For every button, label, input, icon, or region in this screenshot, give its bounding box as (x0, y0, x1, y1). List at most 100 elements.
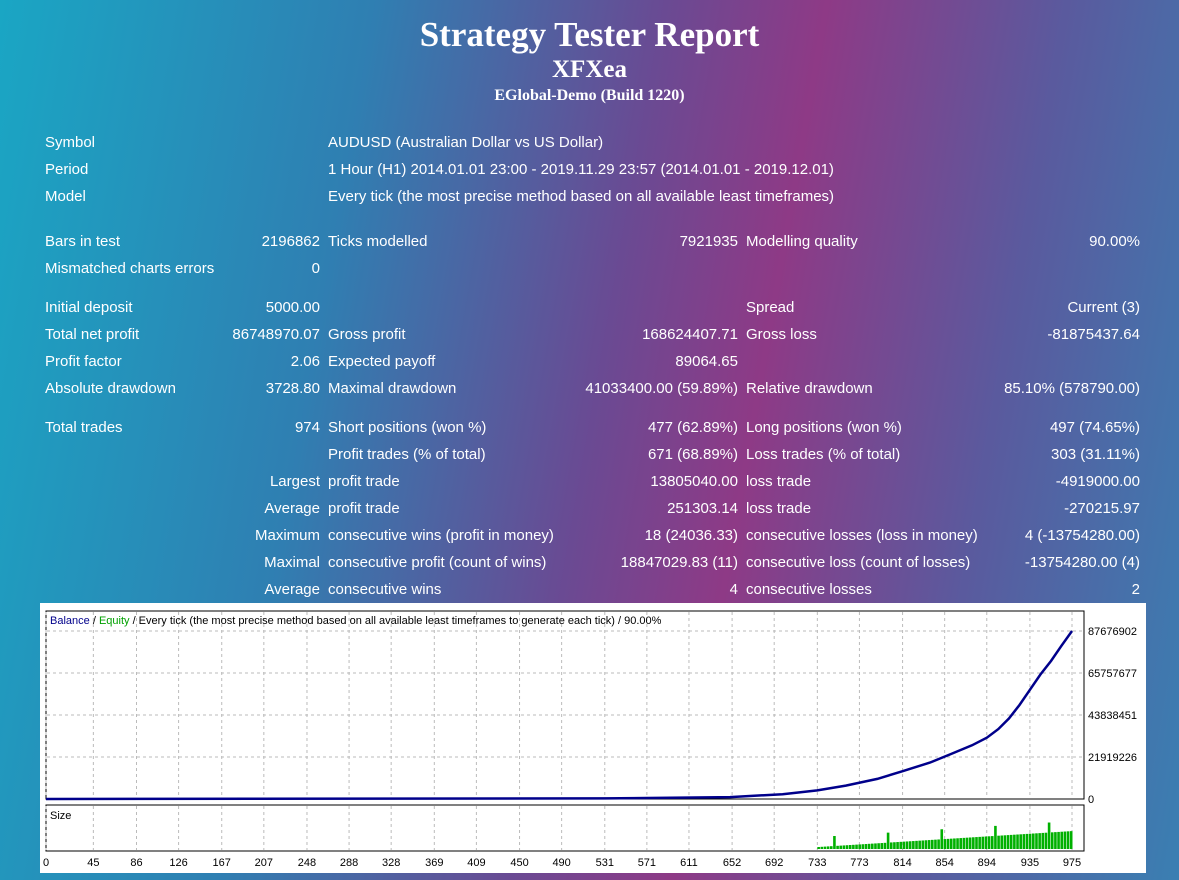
size-bar (889, 842, 893, 849)
stat-value: Average (264, 581, 320, 598)
size-bar (905, 841, 909, 849)
model-label: Model (45, 188, 86, 205)
stat-value-2: 13805040.00 (650, 473, 738, 490)
size-bar (1028, 833, 1032, 849)
size-bar (1022, 834, 1026, 849)
size-bar (874, 843, 877, 849)
report-title: Strategy Tester Report (419, 15, 760, 54)
x-tick-label: 611 (680, 857, 698, 869)
size-bar (956, 838, 959, 849)
x-tick-label: 894 (978, 857, 996, 869)
stat-label-2: consecutive wins (328, 581, 442, 598)
stat-value: Average (264, 500, 320, 517)
stat-value: 974 (294, 419, 320, 436)
size-bar (984, 836, 988, 849)
server-build: EGlobal-Demo (Build 1220) (494, 87, 685, 104)
x-tick-label: 490 (552, 857, 570, 869)
period-value: 1 Hour (H1) 2014.01.01 23:00 - 2019.11.2… (328, 161, 834, 178)
stat-value-3: -270215.97 (1064, 500, 1140, 517)
size-bar (1041, 832, 1045, 849)
size-bar (1025, 833, 1029, 849)
size-bar (918, 840, 921, 849)
size-label: Size (50, 810, 71, 822)
chart-legend: Balance / Equity / Every tick (the most … (50, 615, 662, 627)
stat-value-3: -13754280.00 (4) (1024, 554, 1140, 571)
stat-value-3: -4919000.00 (1055, 473, 1140, 490)
stat-label-3: Long positions (won %) (746, 419, 902, 436)
size-bar (997, 835, 1000, 849)
size-bar (962, 837, 966, 849)
size-bar (820, 846, 824, 849)
size-bar (1054, 832, 1057, 849)
stat-value-2: 671 (68.89%) (647, 446, 738, 463)
size-bar (852, 844, 855, 849)
size-bar (871, 843, 874, 849)
stat-label-3: consecutive losses (loss in money) (746, 527, 978, 544)
x-tick-label: 409 (467, 857, 485, 869)
stat-label-2: Profit trades (% of total) (328, 446, 486, 463)
x-tick-label: 975 (1063, 857, 1081, 869)
size-bar (921, 840, 925, 849)
x-tick-label: 854 (935, 857, 953, 869)
size-bar (912, 841, 915, 849)
y-tick-label: 43838451 (1088, 710, 1137, 722)
x-tick-label: 86 (130, 857, 142, 869)
stat-value-2: 477 (62.89%) (647, 419, 738, 436)
size-bar (994, 825, 997, 849)
stat-value-2: 18 (24036.33) (644, 527, 738, 544)
x-tick-label: 450 (510, 857, 528, 869)
stat-value-2: 7921935 (679, 233, 738, 250)
model-value: Every tick (the most precise method base… (328, 188, 835, 205)
size-bar (1019, 834, 1022, 849)
stat-label-2: Gross profit (328, 326, 406, 343)
size-bar (943, 839, 947, 849)
stat-value-2: 18847029.83 (11) (620, 554, 738, 571)
size-bar (1006, 835, 1010, 849)
x-tick-label: 288 (340, 857, 358, 869)
x-tick-label: 248 (298, 857, 316, 869)
size-bar (934, 839, 937, 849)
stat-value: Maximal (264, 554, 320, 571)
stat-value: 0 (311, 260, 320, 277)
size-bar (1032, 833, 1035, 849)
stat-label-3: Gross loss (746, 326, 817, 343)
stat-value: 3728.80 (265, 380, 320, 397)
stat-label-2: consecutive wins (profit in money) (328, 527, 554, 544)
size-bar (1038, 833, 1041, 849)
size-bar (845, 845, 849, 849)
size-bar (893, 842, 896, 849)
size-bar (965, 837, 969, 849)
y-tick-label: 65757677 (1088, 668, 1137, 680)
stat-label-2: consecutive profit (count of wins) (328, 554, 547, 571)
main-plot-frame (45, 610, 1085, 800)
stat-label: Initial deposit (45, 299, 133, 316)
stat-value-2: 4 (729, 581, 738, 598)
report-header: Strategy Tester Report XFXea EGlobal-Dem… (0, 14, 1179, 108)
size-bar (1009, 834, 1013, 849)
x-tick-label: 167 (213, 857, 231, 869)
size-bar (829, 846, 833, 849)
size-bar (826, 846, 830, 849)
stat-label-3: loss trade (746, 473, 812, 490)
stat-label-2: Maximal drawdown (328, 380, 457, 397)
stat-value: 5000.00 (265, 299, 320, 316)
size-bar (1057, 831, 1060, 849)
size-bar (908, 841, 912, 849)
size-bar (949, 838, 953, 849)
stat-label: Bars in test (45, 233, 121, 250)
x-tick-label: 935 (1021, 857, 1039, 869)
size-bar (883, 842, 887, 849)
size-bar (833, 836, 836, 849)
size-bar (1066, 831, 1070, 849)
size-bar (968, 837, 972, 849)
stat-label-3: Modelling quality (746, 233, 858, 250)
size-bar (946, 838, 950, 849)
stat-value: 2196862 (261, 233, 320, 250)
y-tick-label: 21919226 (1088, 752, 1137, 764)
stat-value-3: 2 (1131, 581, 1140, 598)
size-bar (940, 829, 944, 849)
size-bar (1069, 831, 1073, 849)
stat-label-3: Spread (746, 299, 795, 316)
size-bar (1003, 835, 1007, 849)
size-bar (953, 838, 956, 849)
